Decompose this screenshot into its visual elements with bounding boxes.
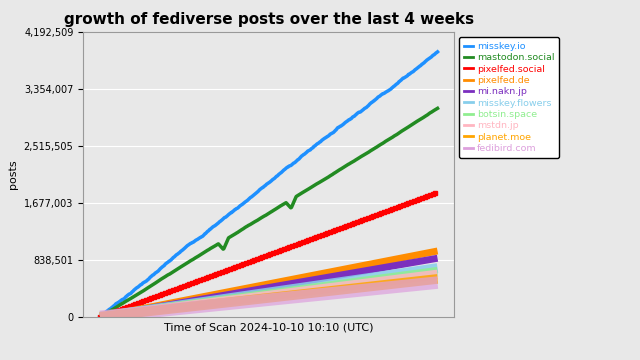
- Title: growth of fediverse posts over the last 4 weeks: growth of fediverse posts over the last …: [64, 12, 474, 27]
- Legend: misskey.io, mastodon.social, pixelfed.social, pixelfed.de, mi.nakn.jp, misskey.f: misskey.io, mastodon.social, pixelfed.so…: [459, 37, 559, 158]
- X-axis label: Time of Scan 2024-10-10 10:10 (UTC): Time of Scan 2024-10-10 10:10 (UTC): [164, 322, 374, 332]
- Y-axis label: posts: posts: [8, 160, 18, 189]
